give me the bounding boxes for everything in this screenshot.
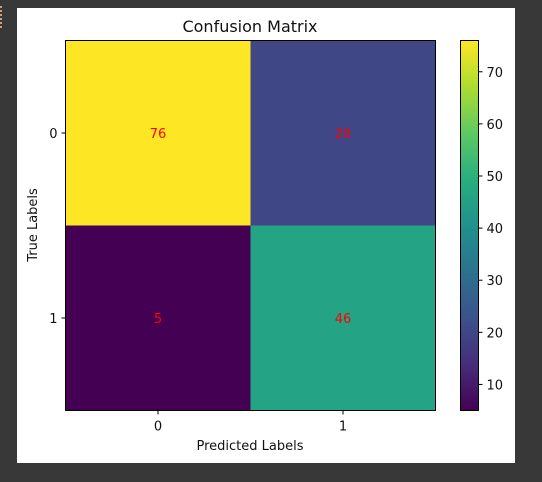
- colorbar-ticks: 10 20 30 40 50 60 70: [479, 66, 504, 394]
- cell-value-label-r1-c0: 5: [154, 312, 162, 327]
- colorbar-tick-label: 70: [487, 66, 504, 81]
- colorbar-tick-label: 10: [487, 378, 504, 393]
- x-tick-label: 0: [154, 420, 162, 435]
- colorbar: [461, 41, 479, 411]
- y-axis-label: True Labels: [26, 188, 41, 263]
- colorbar-tick-label: 20: [487, 326, 504, 341]
- colorbar-tick-label: 60: [487, 118, 504, 133]
- heatmap-cells: 76 20 5 46: [66, 41, 436, 411]
- y-tick-label: 0: [49, 127, 57, 142]
- colorbar-tick-label: 30: [487, 274, 504, 289]
- x-axis-label: Predicted Labels: [196, 439, 303, 454]
- colorbar-tick-label: 50: [487, 170, 504, 185]
- cell-value-label-r0-c1: 20: [335, 127, 352, 142]
- chart-title: Confusion Matrix: [182, 17, 317, 36]
- cell-value-label-r1-c1: 46: [335, 312, 352, 327]
- colorbar-tick-label: 40: [487, 222, 504, 237]
- cell-value-label-r0-c0: 76: [150, 127, 167, 142]
- window-edge-marker: [0, 6, 4, 28]
- x-tick-label: 1: [339, 420, 347, 435]
- y-tick-label: 1: [49, 312, 57, 327]
- y-axis-ticks: 01: [49, 127, 65, 327]
